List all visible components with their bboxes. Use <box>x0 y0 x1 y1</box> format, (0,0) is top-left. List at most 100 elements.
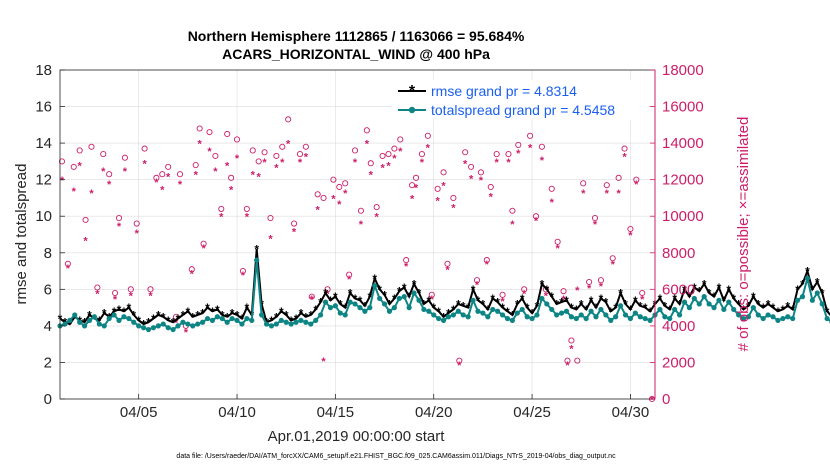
obs-assimilated-point: * <box>201 243 206 255</box>
obs-assimilated-point: * <box>262 157 267 169</box>
obs-assimilated-point: * <box>292 226 297 238</box>
totalspread-point <box>475 308 481 314</box>
obs-possible-point <box>243 205 250 212</box>
obs-possible-point <box>462 149 469 156</box>
obs-possible-point <box>176 171 184 178</box>
y-right-tick-label: 6000 <box>662 281 695 298</box>
obs-assimilated-point: * <box>561 294 566 306</box>
obs-possible-point <box>515 141 522 148</box>
totalspread-point <box>539 295 545 302</box>
rmse-point: * <box>358 294 363 308</box>
rmse-point: * <box>544 283 549 297</box>
obs-assimilated-point: * <box>392 153 397 165</box>
obs-possible-point <box>346 271 353 278</box>
rmse-point: * <box>235 308 240 322</box>
y-left-tick-label: 0 <box>44 391 52 408</box>
totalspread-point <box>62 321 68 327</box>
rmse-point: * <box>505 305 510 319</box>
rmse-point: * <box>677 297 682 311</box>
rmse-point: * <box>564 294 569 308</box>
obs-possible-point <box>580 180 587 187</box>
rmse-point: * <box>102 307 107 321</box>
obs-possible-point <box>200 240 207 247</box>
totalspread-point <box>204 315 211 322</box>
obs-possible-point <box>330 176 337 183</box>
rmse-point: * <box>422 297 427 311</box>
totalspread-point <box>214 314 220 320</box>
totalspread-point <box>332 303 338 309</box>
totalspread-point <box>136 323 142 329</box>
totalspread-point <box>372 283 378 289</box>
totalspread-point <box>445 314 452 320</box>
rmse-point: * <box>697 285 702 299</box>
totalspread-point <box>716 297 722 303</box>
obs-assimilated-point: * <box>310 294 315 306</box>
obs-possible-point <box>568 337 575 344</box>
totalspread-point <box>598 306 604 313</box>
totalspread-point <box>706 301 712 307</box>
obs-assimilated-point: * <box>198 139 203 151</box>
rmse-point: * <box>323 286 328 300</box>
obs-possible-point <box>188 266 195 273</box>
obs-possible-point <box>603 182 610 189</box>
totalspread-point <box>180 319 186 325</box>
obs-possible-point <box>391 145 398 152</box>
chart-title-line1: Northern Hemisphere 1112865 / 1163066 = … <box>188 28 525 44</box>
totalspread-point <box>318 312 324 318</box>
totalspread-point <box>785 314 791 320</box>
rmse-point: * <box>299 307 304 321</box>
obs-assimilated-point: * <box>101 166 106 178</box>
obs-assimilated-point: * <box>353 157 358 169</box>
totalspread-point <box>760 315 766 322</box>
obs-assimilated-point: * <box>436 195 441 207</box>
obs-possible-point <box>440 169 447 176</box>
rmse-point: * <box>127 301 132 315</box>
obs-possible-point <box>115 214 123 222</box>
totalspread-point <box>155 323 161 329</box>
obs-possible-point <box>224 130 231 138</box>
totalspread-point <box>303 319 309 325</box>
obs-assimilated-point: * <box>337 199 342 211</box>
rmse-point: * <box>815 276 820 290</box>
totalspread-point <box>490 306 496 313</box>
legend-spread-label: totalspread grand pr = 4.5458 <box>431 102 615 118</box>
rmse-point: * <box>810 283 815 297</box>
obs-possible-point <box>285 116 292 123</box>
totalspread-point <box>106 315 112 322</box>
obs-assimilated-point: * <box>280 157 285 169</box>
rmse-point: * <box>112 305 117 319</box>
obs-possible-point <box>291 220 298 227</box>
obs-assimilated-point: * <box>414 182 419 194</box>
obs-possible-point <box>296 151 304 158</box>
totalspread-point <box>504 315 511 322</box>
rmse-point: * <box>559 296 564 310</box>
totalspread-point <box>745 314 752 320</box>
totalspread-point <box>583 315 589 322</box>
rmse-point: * <box>648 305 653 319</box>
totalspread-point <box>386 308 393 314</box>
obs-assimilated-point: * <box>129 290 134 302</box>
obs-assimilated-point: * <box>257 172 262 184</box>
obs-assimilated-point: * <box>66 263 71 275</box>
totalspread-point <box>804 275 811 281</box>
obs-possible-point <box>308 293 315 300</box>
rmse-point: * <box>146 316 151 330</box>
obs-assimilated-point: * <box>650 395 655 407</box>
totalspread-point <box>121 314 127 320</box>
obs-assimilated-point: * <box>184 327 189 339</box>
totalspread-point <box>426 308 432 314</box>
totalspread-point <box>263 321 270 327</box>
obs-possible-point <box>196 125 203 132</box>
obs-possible-point <box>397 136 404 143</box>
obs-possible-point <box>627 225 634 233</box>
obs-assimilated-point: * <box>113 294 118 306</box>
totalspread-point <box>780 315 786 322</box>
obs-possible-point <box>609 255 616 262</box>
obs-assimilated-point: * <box>380 162 385 174</box>
totalspread-point <box>657 306 663 313</box>
totalspread-point <box>406 305 412 311</box>
rmse-point: * <box>304 310 309 324</box>
rmse-point: * <box>426 294 431 308</box>
rmse-point: * <box>461 299 466 313</box>
rmse-point: * <box>490 292 495 306</box>
